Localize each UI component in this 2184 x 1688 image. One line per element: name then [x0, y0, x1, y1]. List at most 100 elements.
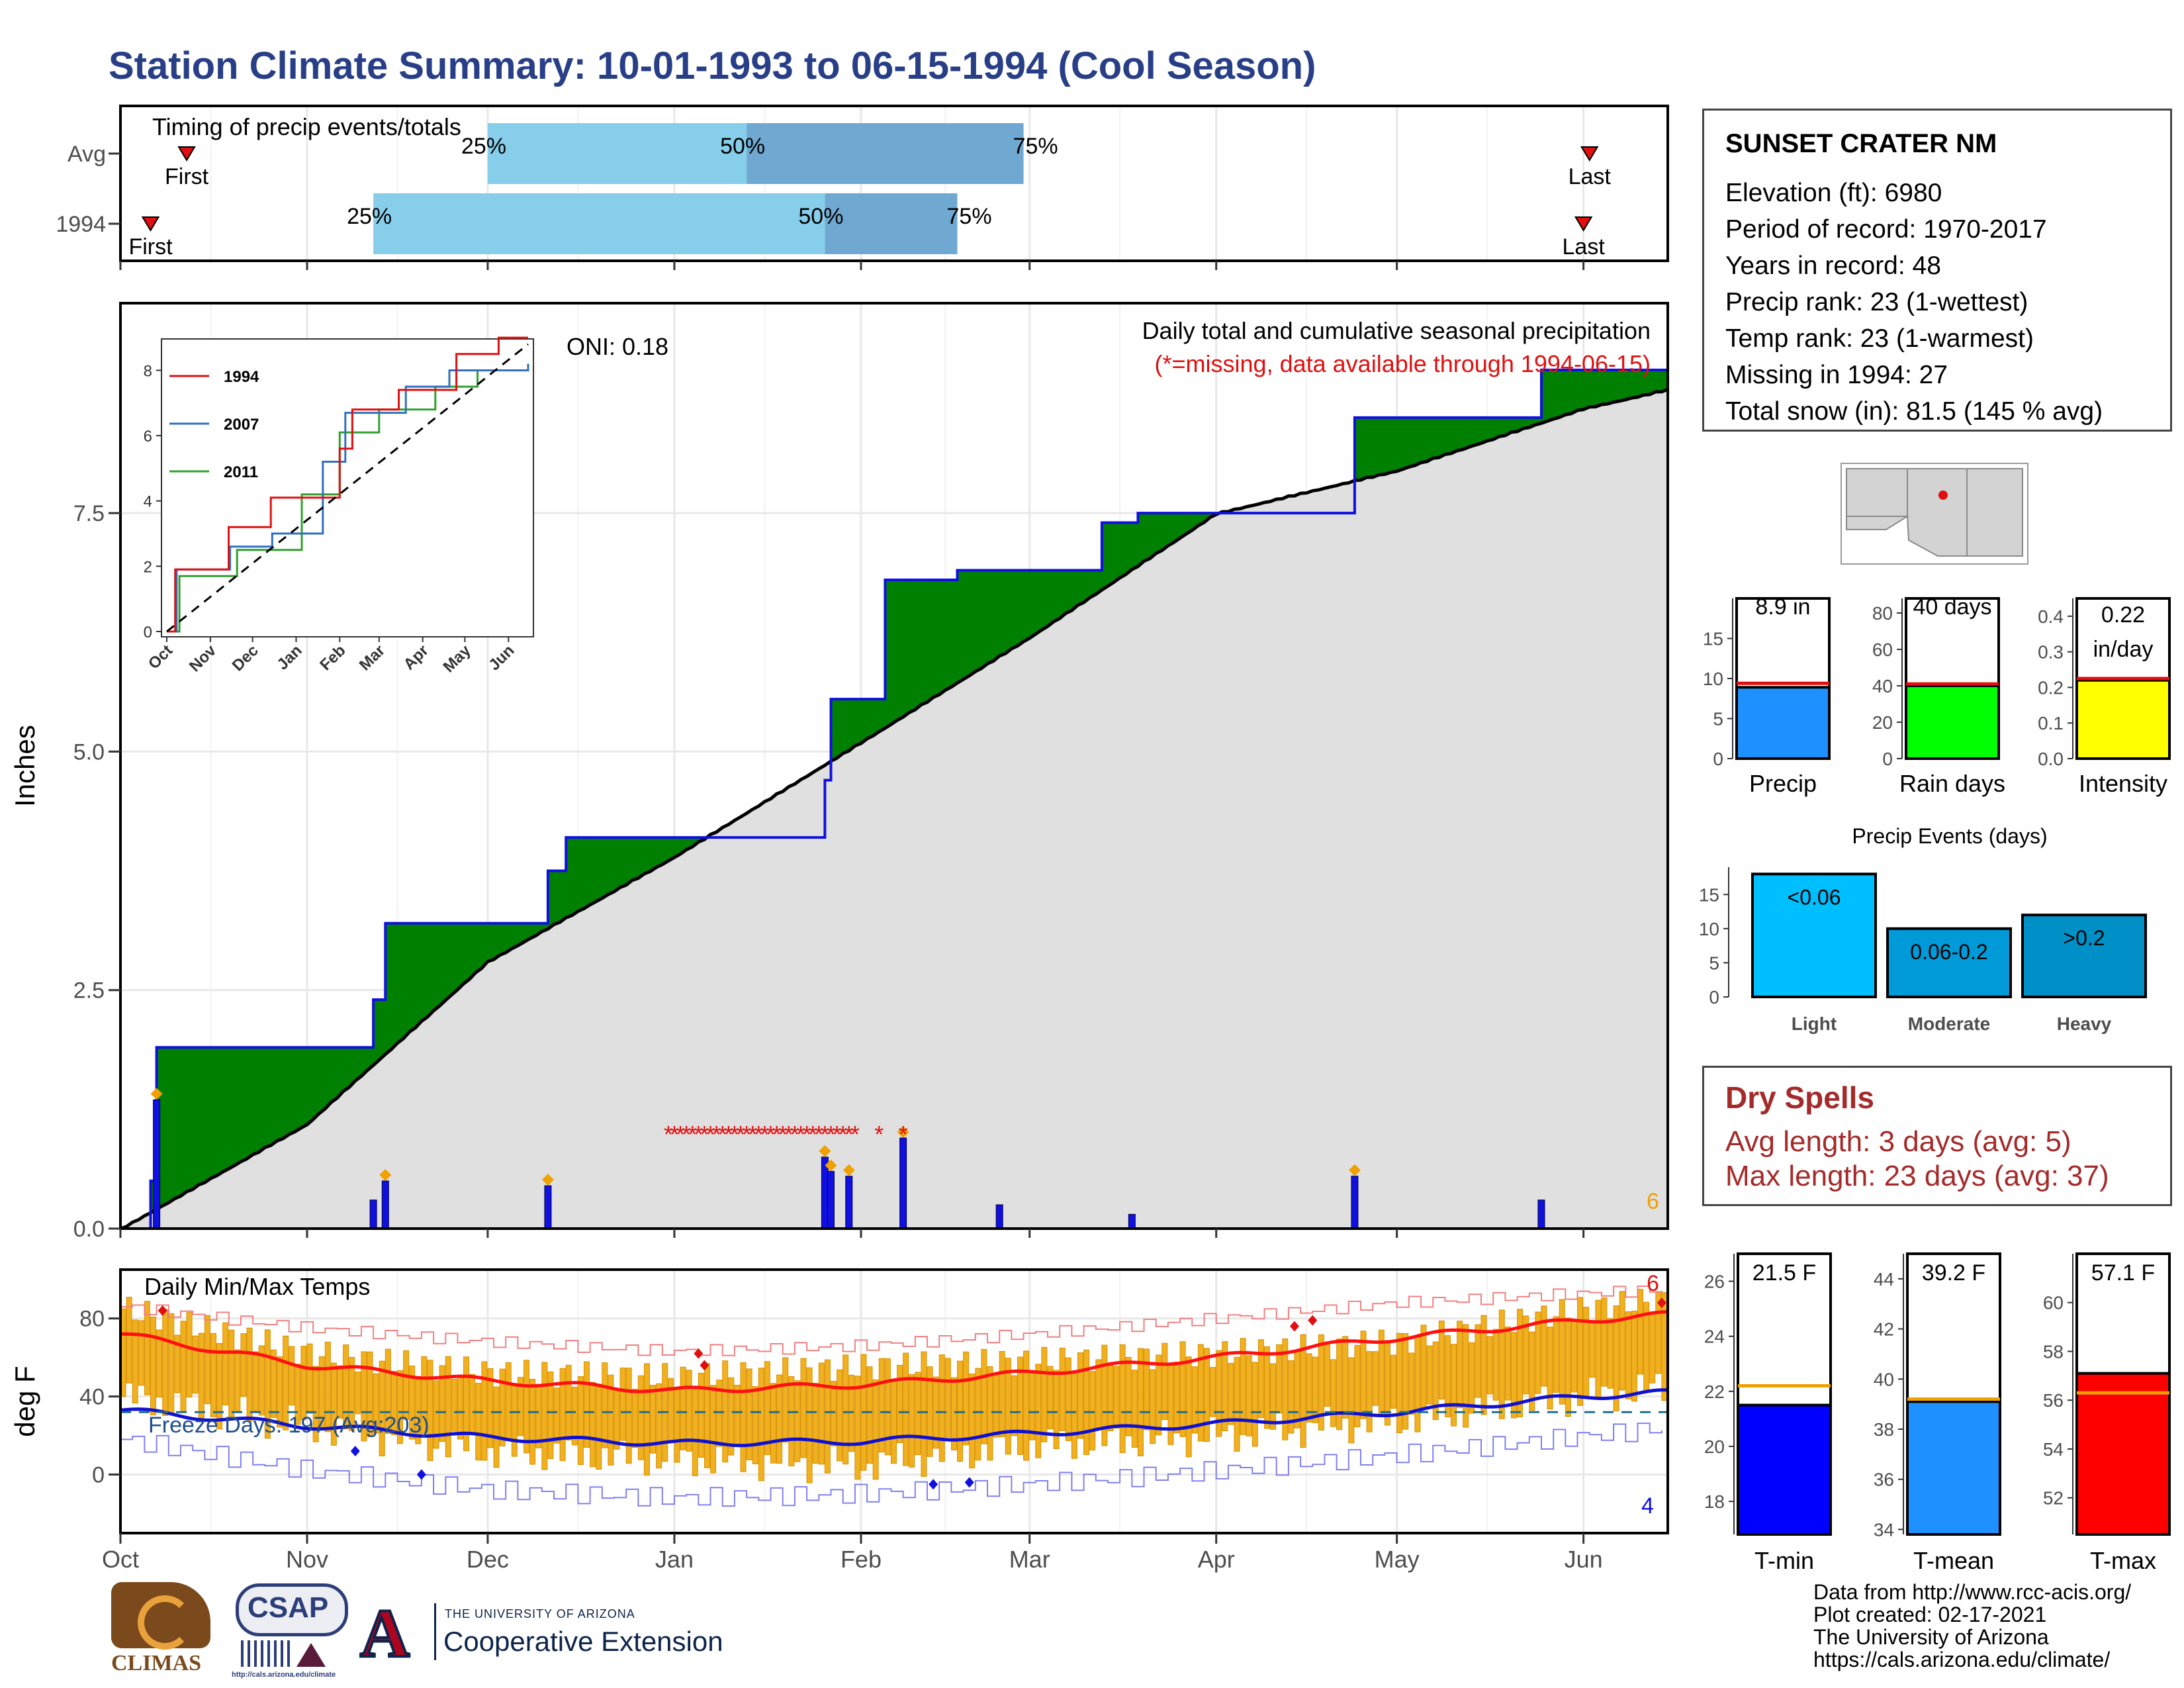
events-category: Moderate: [1908, 1013, 1990, 1034]
daily-temp-bar: [1204, 1348, 1210, 1442]
mini-bar-value: [1735, 686, 1831, 761]
mini-bar-value-label: 40 days: [1913, 594, 1991, 620]
daily-temp-bar: [1486, 1336, 1493, 1395]
daily-temp-bar: [361, 1351, 367, 1442]
daily-temp-bar: [752, 1386, 758, 1464]
daily-precip-bar: [845, 1176, 853, 1229]
daily-temp-bar: [938, 1354, 945, 1462]
daily-temp-bar: [897, 1364, 903, 1443]
daily-temp-bar: [277, 1356, 283, 1428]
daily-temp-bar: [396, 1370, 403, 1444]
month-tick-label: May: [1375, 1546, 1420, 1573]
daily-temp-bar: [511, 1384, 518, 1457]
inset-chart: 0 2 4 6 8 Oct Nov Dec Jan Feb Mar Apr May Jun 1994 2007…: [144, 336, 534, 676]
average-cumulative-area: [120, 389, 1668, 1229]
events-bar-label: <0.06: [1788, 885, 1841, 909]
temp-frame: [119, 1268, 1669, 1534]
daily-temp-bar: [1288, 1360, 1295, 1434]
timing-marker: [177, 146, 196, 162]
daily-temp-bar: [228, 1329, 235, 1421]
inset-x-tick: Jun: [485, 641, 518, 674]
month-tick-label: Apr: [1198, 1546, 1235, 1573]
daily-temp-bar: [981, 1348, 987, 1444]
inset-legend-label: 2007: [224, 416, 259, 434]
missing-note: (*=missing, data available through 1994-…: [1155, 350, 1651, 377]
dry-spells-max: Max length: 23 days (avg: 37): [1725, 1160, 2109, 1192]
timing-bar-50-75: [747, 123, 1024, 184]
daily-temp-bar: [216, 1343, 223, 1430]
daily-temp-bar: [734, 1385, 741, 1445]
footer-line: Plot created: 02-17-2021: [1813, 1603, 2047, 1626]
precip-events-chart: Precip Events (days) 0 5 10 15 <0.06 Light 0.06…: [1699, 824, 2147, 1034]
events-bar: [1751, 872, 1877, 998]
timing-bar-25-50: [487, 123, 747, 184]
daily-temp-bar: [680, 1366, 686, 1450]
daily-temp-bar: [806, 1367, 813, 1483]
daily-temp-bar: [1131, 1370, 1138, 1448]
inset-x-tick: Nov: [186, 641, 220, 676]
mini-bar-tick: 60: [1872, 639, 1893, 660]
record-marker: [416, 1469, 426, 1480]
timing-bar-50-75: [825, 193, 958, 254]
daily-temp-bar: [1197, 1344, 1204, 1442]
daily-temp-bar: [1294, 1350, 1300, 1429]
station-info-line: Period of record: 1970-2017: [1725, 215, 2047, 244]
daily-temp-bar: [674, 1389, 680, 1463]
mini-bar-tick: 0.1: [2038, 713, 2064, 733]
daily-temp-bar: [1541, 1305, 1547, 1387]
daily-temp-bar: [330, 1362, 337, 1446]
events-title: Precip Events (days): [1852, 824, 2047, 848]
month-tick-label: Jun: [1565, 1546, 1603, 1573]
missing-marker: *: [748, 1121, 757, 1148]
missing-marker: *: [796, 1121, 805, 1148]
daily-temp-bar: [837, 1369, 843, 1462]
daily-temp-bar: [710, 1385, 717, 1474]
daily-temp-bar: [493, 1386, 500, 1468]
daily-temp-bar: [890, 1379, 897, 1464]
daily-temp-bar: [1306, 1353, 1312, 1423]
daily-temp-bar: [1318, 1334, 1324, 1430]
daily-temp-bar: [1053, 1370, 1060, 1450]
daily-temp-bar: [433, 1380, 439, 1449]
snow-marker: [1348, 1164, 1361, 1176]
precip-y-tick: 0.0: [73, 1217, 105, 1242]
timing-p50-label: 50%: [798, 204, 843, 229]
daily-temp-bar: [487, 1368, 494, 1448]
daily-temp-bar: [1150, 1369, 1156, 1444]
missing-marker: *: [784, 1121, 794, 1148]
daily-temp-bar: [1071, 1372, 1077, 1459]
events-bar-label: 0.06-0.2: [1910, 940, 1987, 964]
daily-temp-bar: [1480, 1315, 1487, 1415]
daily-temp-bar: [872, 1379, 879, 1480]
mini-bar-value-label: in/day: [2093, 637, 2154, 662]
daily-temp-bar: [596, 1383, 602, 1470]
daily-temp-bar: [800, 1358, 807, 1458]
temp-bar-tick: 40: [1874, 1369, 1894, 1389]
daily-temp-bar: [270, 1349, 277, 1418]
missing-marker: *: [766, 1121, 775, 1148]
timing-marker: [1580, 146, 1599, 162]
timing-p75-label: 75%: [1013, 134, 1058, 159]
temp-panel: Daily Min/Max Temps Freeze Days: 197 (Av…: [9, 1229, 1669, 1573]
station-info-line: Total snow (in): 81.5 (145 % avg): [1725, 397, 2103, 426]
daily-temp-bar: [240, 1333, 247, 1397]
daily-temp-bar: [631, 1389, 638, 1448]
timing-marker: [1574, 216, 1593, 232]
mini-bar-label: Precip: [1749, 770, 1817, 797]
daily-temp-bar: [289, 1346, 295, 1406]
daily-temp-bar: [1065, 1357, 1071, 1441]
station-name: SUNSET CRATER NM: [1725, 129, 1997, 158]
daily-temp-bar: [704, 1363, 710, 1468]
daily-temp-bar: [300, 1346, 307, 1421]
daily-temp-bar: [1517, 1309, 1524, 1417]
dry-spells-avg: Avg length: 3 days (avg: 5): [1725, 1125, 2071, 1158]
mini-bar-label: Intensity: [2079, 770, 2167, 797]
climas-logo: CLIMAS: [111, 1582, 217, 1681]
events-bar: [1886, 927, 2012, 999]
daily-temp-bar: [162, 1309, 169, 1416]
daily-temp-bar: [252, 1351, 259, 1411]
missing-marker: *: [700, 1121, 709, 1148]
record-marker: [1657, 1297, 1666, 1309]
daily-temp-bar: [1420, 1325, 1427, 1409]
